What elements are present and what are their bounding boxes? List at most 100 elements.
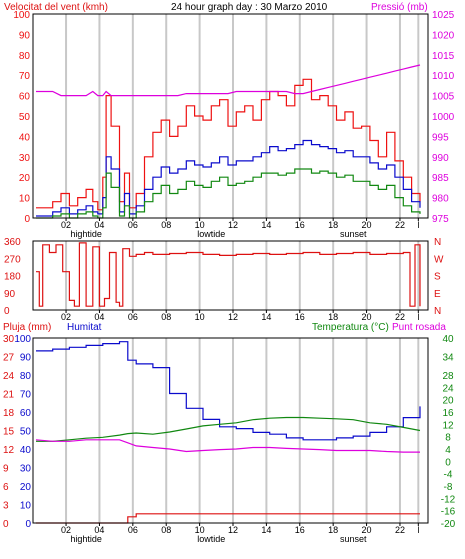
pressure-y-tick-label: 1015 bbox=[432, 51, 455, 62]
climate-x-annotation: sunset bbox=[340, 534, 367, 544]
direction-x-tick-label: l bbox=[417, 312, 419, 322]
temperature-y-tick-label: 4 bbox=[445, 445, 451, 456]
climate-x-tick-label: 20 bbox=[362, 525, 372, 535]
temperature-y-tick-label: -4 bbox=[444, 470, 453, 481]
wind-y-tick-label: 80 bbox=[19, 51, 31, 62]
wind-x-tick-label: 02 bbox=[61, 220, 71, 230]
temperature-y-tick-label: 40 bbox=[442, 334, 454, 345]
wind-x-annotation: hightide bbox=[70, 229, 102, 239]
climate-x-annotation: hightide bbox=[70, 534, 102, 544]
wind-x-tick-label: 16 bbox=[295, 220, 305, 230]
pressure-y-tick-label: 1010 bbox=[432, 71, 455, 82]
direction-plot-frame bbox=[32, 240, 429, 311]
direction-y-tick-label: 360 bbox=[4, 237, 21, 248]
direction-x-tick-label: 16 bbox=[295, 312, 305, 322]
wind-y-tick-label: 30 bbox=[19, 153, 31, 164]
humidity-y-tick-label: 0 bbox=[25, 519, 31, 530]
temperature-y-tick-label: 0 bbox=[445, 457, 451, 468]
pressure-y-tick-label: 1000 bbox=[432, 112, 455, 123]
wind-average-series-line bbox=[36, 139, 421, 217]
wind-y-tick-label: 60 bbox=[19, 92, 31, 103]
wind-gust-series-line bbox=[36, 78, 421, 211]
wind-axis-title: Velocitat del vent (kmh) bbox=[4, 2, 108, 13]
wind-y-tick-label: 10 bbox=[19, 194, 31, 205]
rain-y-tick-label: 9 bbox=[3, 464, 9, 475]
humidity-y-tick-label: 30 bbox=[20, 464, 32, 475]
wind-x-tick-label: 20 bbox=[362, 220, 372, 230]
wind-y-tick-label: 0 bbox=[24, 214, 30, 225]
climate-x-tick-label: 08 bbox=[161, 525, 171, 535]
dewpoint-series-line bbox=[35, 439, 420, 453]
climate-x-tick-label: 12 bbox=[228, 525, 238, 535]
direction-x-tick-label: 14 bbox=[261, 312, 271, 322]
direction-y-tick-label: 0 bbox=[4, 306, 10, 317]
wind-x-tick-label: 10 bbox=[195, 220, 205, 230]
wind-lull-series-line bbox=[36, 168, 421, 219]
dewpoint-axis-title: Punt rosada bbox=[392, 322, 446, 333]
temperature-series-line bbox=[36, 416, 421, 442]
direction-y-tick-label: 180 bbox=[4, 272, 21, 283]
wind-y-tick-label: 20 bbox=[19, 173, 31, 184]
temperature-y-tick-label: -16 bbox=[441, 507, 456, 518]
wind-y-tick-label: 50 bbox=[19, 112, 31, 123]
humidity-y-tick-label: 70 bbox=[20, 390, 32, 401]
wind-x-tick-label: 08 bbox=[161, 220, 171, 230]
direction-x-tick-label: 02 bbox=[61, 312, 71, 322]
temperature-y-tick-label: 34 bbox=[442, 353, 454, 364]
rain-y-tick-label: 30 bbox=[3, 334, 15, 345]
direction-x-tick-label: 04 bbox=[94, 312, 104, 322]
wind-x-tick-label: 22 bbox=[395, 220, 405, 230]
pressure-y-tick-label: 990 bbox=[432, 153, 449, 164]
rain-axis-title: Pluja (mm) bbox=[3, 322, 51, 333]
direction-x-tick-label: 06 bbox=[128, 312, 138, 322]
humidity-y-tick-label: 10 bbox=[20, 501, 32, 512]
rain-y-tick-label: 6 bbox=[3, 482, 9, 493]
humidity-y-tick-label: 80 bbox=[20, 371, 32, 382]
compass-label: S bbox=[434, 272, 441, 283]
humidity-y-tick-label: 40 bbox=[20, 445, 32, 456]
pressure-y-tick-label: 1025 bbox=[432, 10, 455, 21]
wind-x-tick-label: l bbox=[417, 220, 419, 230]
temperature-y-tick-label: 16 bbox=[442, 408, 454, 419]
direction-x-tick-label: 20 bbox=[362, 312, 372, 322]
wind-x-tick-label: 06 bbox=[128, 220, 138, 230]
wind-y-tick-label: 100 bbox=[13, 10, 30, 21]
climate-x-tick-label: 04 bbox=[94, 525, 104, 535]
wind-x-annotation: lowtide bbox=[197, 229, 225, 239]
direction-y-tick-label: 90 bbox=[4, 289, 16, 300]
rain-y-tick-label: 18 bbox=[3, 408, 15, 419]
climate-x-tick-label: 02 bbox=[61, 525, 71, 535]
climate-x-tick-label: l bbox=[417, 525, 419, 535]
direction-x-tick-label: 12 bbox=[228, 312, 238, 322]
rain-y-tick-label: 12 bbox=[3, 445, 15, 456]
humidity-y-tick-label: 90 bbox=[20, 353, 32, 364]
climate-x-tick-label: 06 bbox=[128, 525, 138, 535]
temperature-y-tick-label: -12 bbox=[441, 494, 456, 505]
humidity-y-tick-label: 100 bbox=[14, 334, 31, 345]
climate-x-tick-label: 18 bbox=[328, 525, 338, 535]
rain-y-tick-label: 15 bbox=[3, 427, 15, 438]
pressure-y-tick-label: 975 bbox=[432, 214, 449, 225]
direction-x-tick-label: 22 bbox=[395, 312, 405, 322]
compass-label: E bbox=[434, 289, 441, 300]
climate-x-tick-label: 16 bbox=[295, 525, 305, 535]
wind-x-tick-label: 04 bbox=[94, 220, 104, 230]
compass-label: N bbox=[434, 237, 441, 248]
climate-x-tick-label: 10 bbox=[195, 525, 205, 535]
pressure-y-tick-label: 980 bbox=[432, 194, 449, 205]
compass-label: W bbox=[434, 254, 444, 265]
climate-x-annotation: lowtide bbox=[197, 534, 225, 544]
temperature-y-tick-label: 20 bbox=[442, 396, 454, 407]
temperature-y-tick-label: 8 bbox=[445, 433, 451, 444]
temperature-y-tick-label: 24 bbox=[442, 383, 454, 394]
pressure-axis-title: Pressió (mb) bbox=[371, 2, 428, 13]
direction-x-tick-label: 10 bbox=[195, 312, 205, 322]
wind-x-tick-label: 12 bbox=[228, 220, 238, 230]
humidity-series-line bbox=[36, 341, 421, 441]
humidity-axis-title: Humitat bbox=[67, 322, 102, 333]
temperature-y-tick-label: -8 bbox=[444, 482, 453, 493]
rain-y-tick-label: 21 bbox=[3, 390, 15, 401]
temperature-axis-title: Temperatura (°C) bbox=[312, 322, 389, 333]
rain-y-tick-label: 0 bbox=[3, 519, 9, 530]
